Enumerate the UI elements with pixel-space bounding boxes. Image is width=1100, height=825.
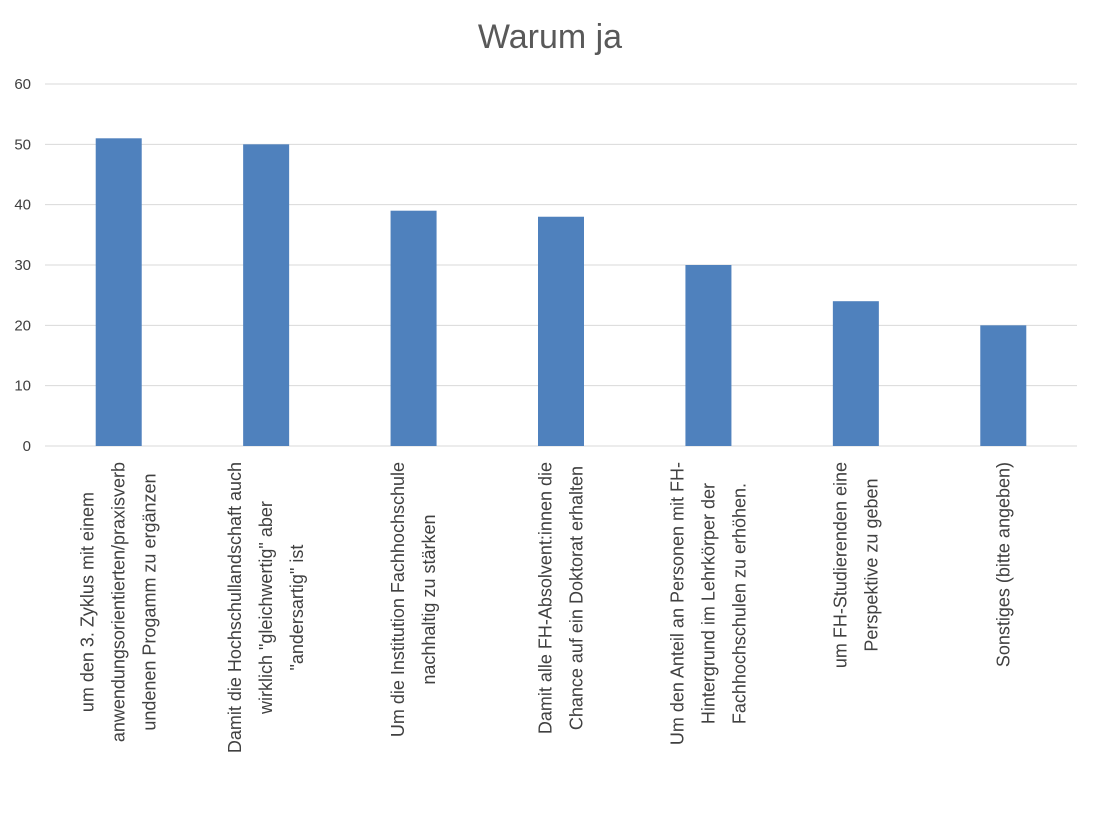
x-axis-category-labels: um den 3. Zyklus mit einem anwendungsorie… — [78, 462, 1014, 753]
bar-4 — [538, 216, 584, 446]
x-category-label-7: Sonstiges (bitte angeben) — [993, 462, 1013, 667]
bar-6 — [832, 301, 879, 446]
x-category-label-line: nachhaltig zu stärken — [419, 515, 439, 685]
x-category-label-line: wirklich "gleichwertig" aber — [256, 501, 276, 715]
x-category-label-line: Damit die Hochschullandschaft auch — [225, 462, 245, 753]
bar-2 — [243, 144, 290, 447]
x-category-label-line: Um die Institution Fachhochschule — [388, 462, 408, 737]
x-category-label-2: Damit die Hochschullandschaft auch wirkli… — [225, 462, 307, 753]
y-tick-label: 60 — [14, 76, 31, 93]
y-tick-label: 10 — [14, 378, 31, 395]
x-category-label-line: Damit alle FH-Absolvent:innen die — [536, 462, 556, 734]
y-axis-ticks: 0 10 20 30 40 50 60 — [14, 76, 31, 455]
bars — [95, 138, 1027, 447]
chart-title: Warum ja — [478, 18, 622, 56]
x-category-label-line: Sonstiges (bitte angeben) — [993, 462, 1013, 667]
x-category-label-line: um FH-Studierenden eine — [830, 462, 850, 668]
y-tick-label: 40 — [14, 197, 31, 214]
x-category-label-line: Um den Anteil an Personen mit FH- — [667, 462, 687, 745]
x-category-label-6: um FH-Studierenden eine Perspektive zu ge… — [830, 462, 881, 668]
x-category-label-3: Um die Institution Fachhochschule nachhal… — [388, 462, 439, 737]
bar-3 — [390, 210, 437, 446]
bar-5 — [685, 265, 732, 446]
x-category-label-1: um den 3. Zyklus mit einem anwendungsorie… — [78, 462, 160, 742]
bar-7 — [980, 325, 1027, 446]
y-tick-label: 0 — [23, 438, 31, 455]
x-category-label-line: Perspektive zu geben — [861, 479, 881, 652]
y-tick-label: 30 — [14, 257, 31, 274]
x-category-label-line: Hintergrund im Lehrkörper der — [698, 483, 718, 724]
x-category-label-line: Fachhochschulen zu erhöhen. — [729, 483, 749, 724]
x-category-label-line: "andersartig" ist — [287, 545, 307, 671]
bar-1 — [95, 138, 142, 447]
x-category-label-line: Chance auf ein Doktorat erhalten — [567, 466, 587, 730]
x-category-label-line: anwendungsorientierten/praxisverb — [109, 462, 129, 742]
x-category-label-line: undenen Progamm zu ergänzen — [140, 474, 160, 731]
x-category-label-5: Um den Anteil an Personen mit FH- Hinterg… — [667, 462, 749, 745]
y-tick-label: 20 — [14, 317, 31, 334]
y-tick-label: 50 — [14, 136, 31, 153]
x-category-label-4: Damit alle FH-Absolvent:innen die Chance … — [536, 462, 587, 734]
x-category-label-line: um den 3. Zyklus mit einem — [78, 492, 98, 712]
